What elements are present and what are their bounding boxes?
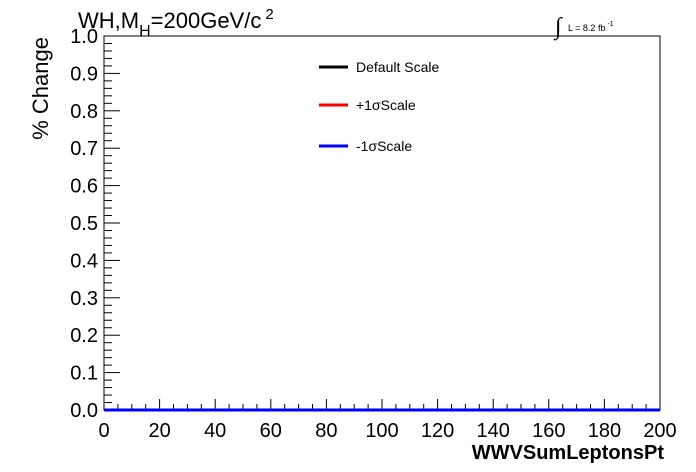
y-tick-label: 0.7 xyxy=(70,138,98,160)
x-tick-label: 200 xyxy=(643,420,676,442)
y-tick-label: 0.4 xyxy=(70,250,98,272)
plot-frame xyxy=(103,35,661,411)
x-tick-label: 180 xyxy=(588,420,621,442)
y-tick-label: 0.3 xyxy=(70,288,98,310)
title-superscript: 2 xyxy=(265,6,273,23)
x-tick-label: 100 xyxy=(365,420,398,442)
x-tick-label: 80 xyxy=(315,420,337,442)
title-suffix: =200GeV/c xyxy=(151,8,262,33)
lumi-label: L = 8.2 fb -1 xyxy=(568,21,614,33)
lumi-superscript: -1 xyxy=(607,21,613,28)
x-axis-title: WWVSumLeptonsPt xyxy=(472,442,665,464)
legend-label-default: Default Scale xyxy=(356,59,439,75)
y-tick-label: 0.5 xyxy=(70,213,98,235)
legend-label-plus1sigma: +1σScale xyxy=(356,97,416,113)
x-tick-label: 40 xyxy=(204,420,226,442)
y-axis-ticks: 0.0 0.1 0.2 0.3 0.4 0.5 0.6 0.7 0.8 0.9 1.0 xyxy=(70,26,120,422)
y-axis-title: % Change xyxy=(28,37,53,140)
x-tick-label: 160 xyxy=(532,420,565,442)
legend: Default Scale +1σScale -1σScale xyxy=(319,59,439,154)
x-tick-label: 20 xyxy=(148,420,170,442)
y-tick-label: 0.9 xyxy=(70,63,98,85)
title-prefix: WH,M xyxy=(78,8,139,33)
chart-title: WH,MH=200GeV/c 2 xyxy=(78,6,274,40)
y-tick-label: 0.0 xyxy=(70,400,98,422)
y-tick-label: 1.0 xyxy=(70,26,98,48)
y-tick-label: 0.6 xyxy=(70,176,98,198)
legend-label-minus1sigma: -1σScale xyxy=(356,138,412,154)
x-tick-label: 120 xyxy=(421,420,454,442)
lumi-text: L = 8.2 fb xyxy=(568,23,605,33)
x-tick-label: 140 xyxy=(477,420,510,442)
x-axis-ticks: 0 20 40 60 80 100 120 140 160 180 200 xyxy=(98,399,677,442)
x-tick-label: 0 xyxy=(98,420,109,442)
x-tick-label: 60 xyxy=(260,420,282,442)
y-tick-label: 0.8 xyxy=(70,101,98,123)
title-subscript: H xyxy=(139,23,151,40)
y-tick-label: 0.2 xyxy=(70,325,98,347)
y-tick-label: 0.1 xyxy=(70,363,98,385)
lumi-integral-symbol: ∫ xyxy=(553,14,563,41)
